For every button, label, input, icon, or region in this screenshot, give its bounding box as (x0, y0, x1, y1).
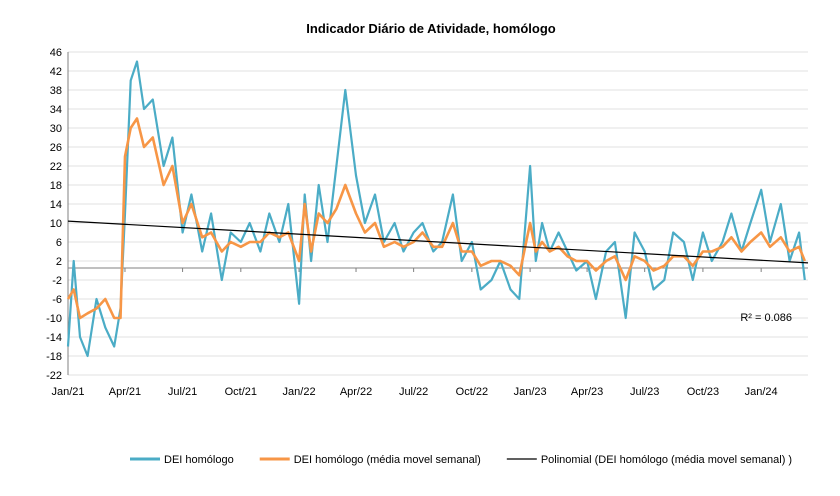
legend-label: DEI homólogo (164, 454, 234, 466)
y-tick-label: -22 (46, 370, 62, 382)
x-tick-label: Jul/21 (168, 386, 197, 398)
y-tick-label: -18 (46, 351, 62, 363)
series-line-3 (67, 220, 809, 264)
y-tick-label: -10 (46, 313, 62, 325)
x-tick-label: Jan/24 (745, 386, 778, 398)
legend-label: DEI homólogo (média movel semanal) (294, 454, 481, 466)
series-line-2 (66, 117, 807, 320)
chart-legend: DEI homólogo DEI homólogo (média movel se… (130, 454, 792, 466)
y-tick-label: 26 (50, 142, 62, 154)
x-tick-label: Jan/23 (514, 386, 547, 398)
y-tick-label: 38 (50, 85, 62, 97)
y-tick-label: 34 (50, 104, 62, 116)
y-tick-label: 22 (50, 161, 62, 173)
y-tick-label: 42 (50, 66, 62, 78)
legend-label: Polinomial (DEI homólogo (média movel se… (541, 454, 792, 466)
x-tick-label: Oct/21 (225, 386, 257, 398)
r-squared-annotation: R² = 0.086 (740, 312, 792, 324)
x-tick-label: Apr/22 (340, 386, 372, 398)
x-tick-label: Jan/22 (283, 386, 316, 398)
chart-title: Indicador Diário de Atividade, homólogo (306, 21, 555, 36)
y-tick-label: 10 (50, 218, 62, 230)
y-axis: 46 42 38 34 30 26 22 18 14 10 6 2 -2 -6 -10 -14 -18 -22 (46, 47, 62, 382)
series-line-1 (66, 60, 806, 358)
y-tick-label: -2 (52, 275, 62, 287)
y-tick-label: 2 (56, 256, 62, 268)
x-tick-label: Apr/23 (571, 386, 603, 398)
y-tick-label: 30 (50, 123, 62, 135)
x-tick-label: Oct/23 (687, 386, 719, 398)
y-tick-label: 46 (50, 47, 62, 59)
x-tick-label: Jan/21 (51, 386, 84, 398)
chart-grid (67, 51, 808, 376)
x-tick-label: Oct/22 (456, 386, 488, 398)
x-tick-label: Apr/21 (109, 386, 141, 398)
x-tick-label: Jul/22 (399, 386, 428, 398)
y-tick-label: 6 (56, 237, 62, 249)
y-tick-label: -14 (46, 332, 62, 344)
y-tick-label: -6 (52, 294, 62, 306)
y-tick-label: 14 (50, 199, 62, 211)
y-tick-label: 18 (50, 180, 62, 192)
x-tick-label: Jul/23 (630, 386, 659, 398)
chart-series (66, 60, 809, 358)
x-axis: Jan/21 Apr/21 Jul/21 Oct/21 Jan/22 Apr/22 Jul/… (51, 267, 808, 398)
